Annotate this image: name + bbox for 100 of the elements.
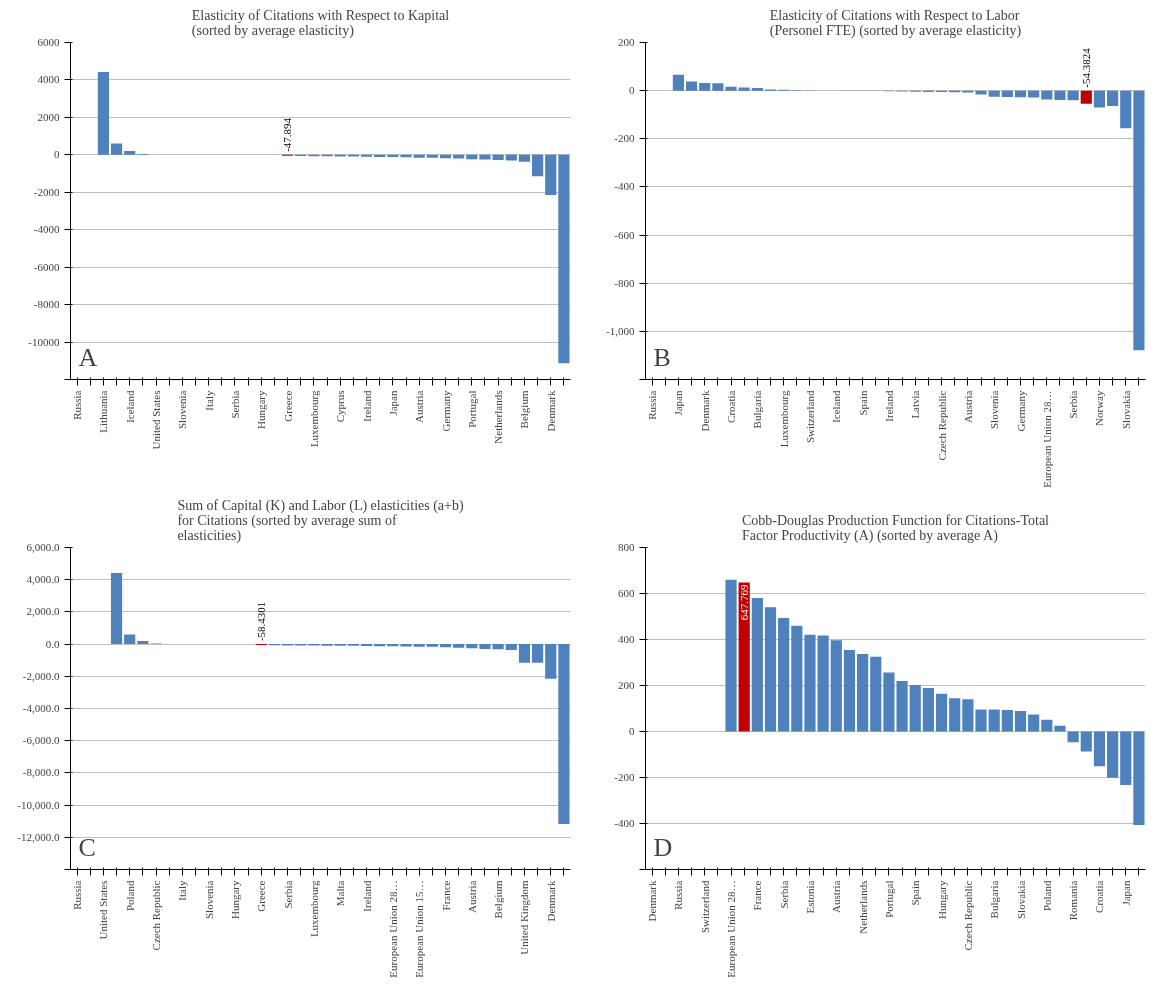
x-tick-label: Hungary bbox=[935, 880, 948, 919]
chart-title: Sum of Capital (K) and Labor (L) elasticities (a+b) for Citations (sorted by average sum of elasticities) bbox=[177, 497, 464, 544]
x-tick-label: Czech Republic bbox=[935, 390, 948, 461]
x-tick-label: Luxembourg bbox=[777, 390, 790, 448]
x-tick-label: Ireland bbox=[882, 390, 895, 422]
x-tick-label: Iceland bbox=[123, 390, 136, 423]
x-tick-label: United Kingdom bbox=[518, 880, 531, 955]
x-tick-label: European Union 28… bbox=[1040, 390, 1053, 488]
x-tick-label: Italy bbox=[176, 880, 189, 901]
x-tick-label: Japan bbox=[672, 390, 685, 416]
y-tick-label: -800 bbox=[614, 276, 635, 289]
x-tick-label: Spain bbox=[856, 390, 869, 416]
y-tick-label: -10000 bbox=[28, 335, 60, 348]
x-tick-label: Denmark bbox=[544, 390, 557, 432]
y-tick-label: -2000 bbox=[33, 185, 60, 198]
data-label: -54.3824 bbox=[1079, 47, 1092, 88]
x-tick-label: Poland bbox=[1040, 880, 1053, 912]
x-tick-label: Romania bbox=[1067, 880, 1080, 921]
x-tick-label: Cyprus bbox=[334, 390, 347, 423]
x-tick-label: Italy bbox=[202, 390, 215, 411]
x-tick-label: Austria bbox=[465, 880, 478, 913]
y-tick-label: 2,000.0 bbox=[26, 605, 60, 618]
x-tick-label: Ireland bbox=[360, 390, 373, 422]
y-tick-label: 2000 bbox=[37, 110, 60, 123]
x-tick-label: Slovenia bbox=[202, 880, 215, 919]
x-tick-label: Serbia bbox=[228, 390, 241, 419]
x-tick-label: Spain bbox=[909, 880, 922, 906]
x-tick-label: Russia bbox=[71, 880, 84, 910]
y-tick-label: -4,000.0 bbox=[22, 702, 60, 714]
x-tick-label: Russia bbox=[71, 390, 84, 420]
x-tick-label: Bulgaria bbox=[988, 880, 1001, 919]
x-tick-label: Croatia bbox=[725, 390, 738, 423]
annotation: C bbox=[78, 832, 96, 862]
annotation: D bbox=[653, 832, 673, 862]
x-tick-label: Slovakia bbox=[1014, 880, 1027, 919]
x-tick-label: European Union 15… bbox=[413, 880, 426, 978]
x-tick-label: Russia bbox=[646, 390, 659, 420]
chart-title: Elasticity of Citations with Respect to Kapital (sorted by average elasticity) bbox=[191, 7, 450, 39]
x-tick-label: Hungary bbox=[255, 390, 268, 429]
data-label: -47.894 bbox=[281, 117, 294, 152]
x-tick-label: France bbox=[751, 880, 764, 911]
annotation: B bbox=[653, 342, 671, 372]
x-tick-label: Switzerland bbox=[803, 390, 816, 444]
data-label: 647.769 bbox=[737, 584, 750, 621]
y-tick-label: 6,000.0 bbox=[26, 541, 60, 553]
y-tick-label: 200 bbox=[618, 36, 635, 48]
chart-title: Elasticity of Citations with Respect to Labor (Personel FTE) (sorted by average elasticity) bbox=[769, 7, 1022, 39]
y-tick-label: -6,000.0 bbox=[22, 734, 60, 747]
x-tick-label: Denmark bbox=[646, 880, 659, 922]
x-tick-label: Austria bbox=[830, 880, 843, 913]
x-tick-label: Malta bbox=[334, 880, 347, 907]
x-tick-label: Portugal bbox=[465, 390, 478, 428]
y-tick-label: -1,000 bbox=[606, 324, 635, 337]
x-tick-label: Serbia bbox=[777, 880, 790, 909]
x-tick-label: Serbia bbox=[1067, 390, 1080, 419]
y-tick-label: -200 bbox=[614, 132, 635, 145]
y-tick-label: 800 bbox=[618, 541, 635, 553]
x-tick-label: Russia bbox=[672, 880, 685, 910]
x-tick-label: Switzerland bbox=[698, 880, 711, 934]
y-tick-label: 0.0 bbox=[45, 637, 60, 650]
x-tick-label: Czech Republic bbox=[961, 880, 974, 951]
x-tick-label: Slovenia bbox=[988, 390, 1001, 429]
x-tick-label: Belgium bbox=[492, 880, 505, 919]
x-tick-label: France bbox=[439, 880, 452, 911]
x-tick-label: Iceland bbox=[830, 390, 843, 423]
x-tick-label: Slovenia bbox=[176, 390, 189, 429]
annotation: A bbox=[78, 342, 98, 372]
x-tick-label: European Union 28… bbox=[725, 880, 738, 978]
x-tick-label: Austria bbox=[961, 390, 974, 423]
x-tick-label: United States bbox=[150, 390, 163, 450]
x-tick-label: Luxembourg bbox=[307, 390, 320, 448]
y-tick-label: -200 bbox=[614, 771, 635, 783]
x-tick-label: Germany bbox=[1014, 390, 1027, 432]
x-tick-label: Serbia bbox=[281, 880, 294, 909]
y-tick-label: 0 bbox=[629, 84, 635, 97]
x-tick-label: Luxembourg bbox=[307, 880, 320, 938]
x-tick-label: Croatia bbox=[1093, 880, 1106, 913]
x-tick-label: Lithuania bbox=[97, 390, 110, 433]
y-tick-label: 4,000.0 bbox=[26, 573, 60, 586]
x-tick-label: European Union 28… bbox=[386, 880, 399, 978]
x-tick-label: Portugal bbox=[882, 880, 895, 918]
x-tick-label: Bulgaria bbox=[751, 390, 764, 429]
y-tick-label: -600 bbox=[614, 228, 635, 241]
y-tick-label: -6000 bbox=[33, 260, 60, 273]
x-tick-label: Slovakia bbox=[1119, 390, 1132, 429]
x-tick-label: Austria bbox=[413, 390, 426, 423]
y-tick-label: -10,000.0 bbox=[17, 798, 60, 811]
x-tick-label: Czech Republic bbox=[150, 880, 163, 951]
x-tick-label: Norway bbox=[1093, 390, 1106, 426]
y-tick-label: 200 bbox=[618, 679, 635, 691]
x-tick-label: Estonia bbox=[803, 880, 816, 914]
y-tick-label: 400 bbox=[618, 633, 635, 645]
y-tick-label: 6000 bbox=[37, 36, 60, 48]
y-tick-label: -8000 bbox=[33, 298, 60, 311]
y-tick-label: -2,000.0 bbox=[22, 669, 60, 682]
y-tick-label: -12,000.0 bbox=[17, 830, 60, 843]
x-tick-label: Greece bbox=[255, 880, 268, 912]
y-tick-label: 4000 bbox=[37, 73, 60, 86]
y-tick-label: 600 bbox=[618, 587, 635, 599]
x-tick-label: Netherlands bbox=[856, 880, 869, 934]
